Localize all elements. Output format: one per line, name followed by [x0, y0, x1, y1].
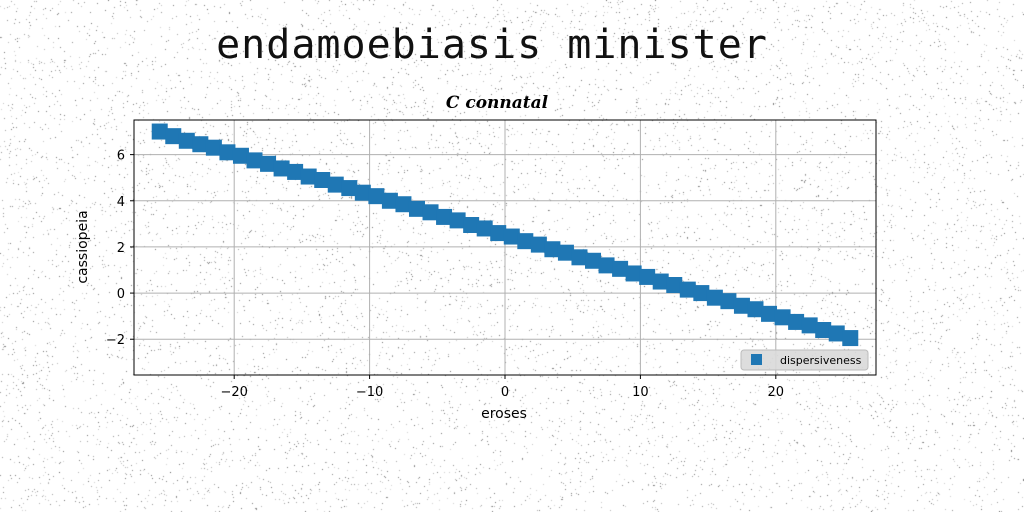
data-point — [490, 225, 507, 242]
data-point — [327, 176, 344, 193]
data-point — [639, 268, 656, 285]
y-axis-label: cassiopeia — [75, 210, 91, 283]
legend: dispersiveness — [740, 349, 869, 371]
data-point — [151, 123, 168, 140]
data-point — [571, 249, 588, 266]
data-point — [747, 301, 764, 318]
data-point — [720, 293, 737, 310]
legend-box — [740, 349, 869, 371]
x-axis-label: eroses — [481, 406, 527, 422]
data-point — [774, 309, 791, 326]
data-point — [463, 217, 480, 233]
data-point — [354, 184, 371, 201]
data-point — [205, 139, 222, 156]
data-point — [449, 212, 466, 229]
x-tick-label: 20 — [768, 385, 785, 400]
x-tick-label: −10 — [356, 385, 383, 400]
data-point — [503, 228, 520, 245]
data-point — [314, 172, 331, 188]
data-point — [679, 281, 696, 298]
data-point — [368, 188, 385, 205]
data-point — [341, 180, 358, 197]
data-point — [788, 313, 805, 330]
page-title: endamoebiasis minister — [216, 22, 768, 68]
y-tick-label: −2 — [106, 333, 125, 348]
data-point — [165, 128, 182, 145]
marks-layer — [151, 123, 859, 347]
data-point — [815, 322, 832, 338]
data-point — [652, 273, 669, 290]
data-point — [300, 168, 317, 185]
x-tick-label: 0 — [501, 385, 509, 400]
y-tick-label: 6 — [117, 149, 125, 164]
data-point — [761, 305, 778, 322]
data-point — [436, 208, 453, 225]
legend-swatch — [751, 354, 762, 365]
y-tick-label: 0 — [117, 287, 125, 302]
data-point — [517, 233, 534, 250]
legend-label: dispersiveness — [780, 354, 862, 367]
data-point — [232, 147, 249, 164]
chart-title: C connatal — [446, 93, 549, 113]
data-point — [408, 200, 425, 217]
data-point — [287, 163, 304, 180]
data-point — [530, 236, 547, 253]
data-point — [598, 257, 615, 274]
data-point — [544, 241, 561, 258]
data-point — [733, 297, 750, 314]
data-point — [192, 136, 209, 153]
data-point — [666, 277, 683, 293]
data-point — [178, 132, 195, 149]
data-point — [693, 285, 710, 302]
data-point — [828, 325, 845, 342]
data-point — [585, 252, 602, 269]
data-point — [612, 260, 629, 277]
data-point — [246, 152, 263, 169]
x-tick-label: −20 — [220, 385, 247, 400]
data-point — [381, 192, 398, 209]
y-tick-label: 2 — [117, 241, 125, 256]
data-point — [219, 144, 236, 161]
data-point — [801, 317, 818, 334]
data-point — [557, 244, 574, 261]
data-point — [706, 289, 723, 306]
data-point — [395, 196, 412, 213]
x-tick-label: 10 — [632, 385, 649, 400]
data-point — [273, 160, 290, 177]
data-point — [476, 220, 493, 237]
grid-layer — [134, 120, 876, 375]
data-point — [625, 265, 642, 282]
data-point — [842, 330, 859, 347]
data-point — [422, 204, 439, 221]
y-tick-label: 4 — [117, 195, 125, 210]
data-point — [260, 155, 277, 172]
